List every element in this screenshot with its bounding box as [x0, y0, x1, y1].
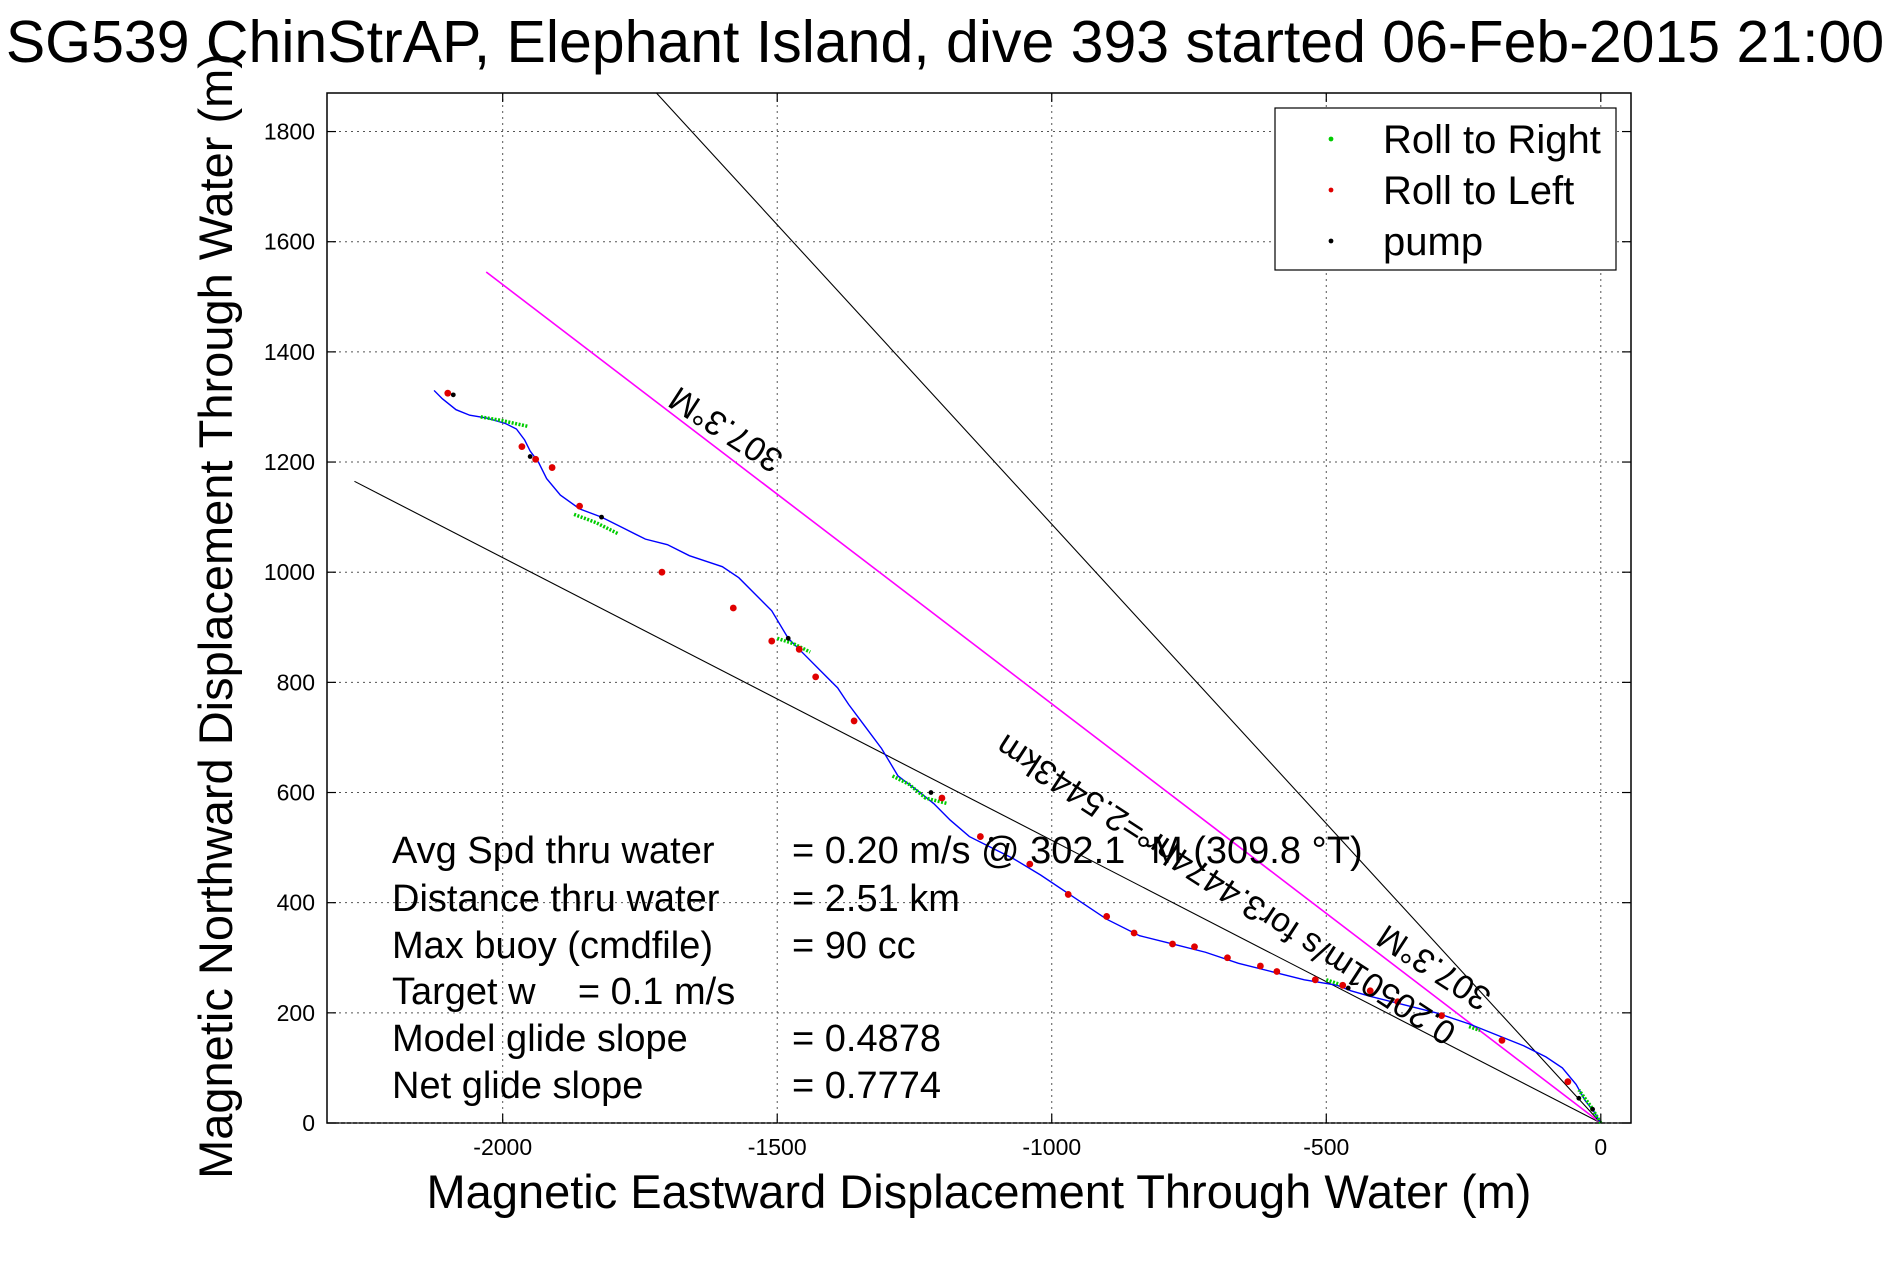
pump-point — [928, 790, 934, 795]
y-tick-label: 0 — [302, 1110, 315, 1136]
roll-left-point — [1339, 981, 1347, 989]
roll-left-point — [1438, 1012, 1445, 1019]
roll-left-point — [1064, 891, 1072, 898]
roll-left-point — [795, 645, 803, 653]
roll-left-point — [1394, 998, 1402, 1006]
guide-line-1 — [485, 271, 1602, 1123]
roll-left-point — [729, 604, 737, 612]
stat-label-max-buoy: Max buoy (cmdfile) — [392, 925, 713, 967]
axis-ticks: -2000 -1500 -1000 -500 0 0 200 400 600 800 1000 120… — [264, 93, 1631, 1160]
legend-marker-roll-right — [1328, 136, 1334, 142]
y-tick-label: 600 — [277, 780, 315, 806]
roll-left-point — [1273, 968, 1281, 975]
roll-right-segment — [891, 774, 948, 806]
pump-point — [988, 836, 994, 842]
stat-value-net-glide: = 0.7774 — [792, 1065, 941, 1107]
roll-right-segment — [1468, 1024, 1481, 1033]
track-line — [433, 389, 1602, 1124]
y-tick-label: 1800 — [264, 119, 315, 145]
roll-left-point — [1311, 976, 1319, 984]
legend-label-roll-right: Roll to Right — [1383, 118, 1601, 162]
chart-title: SG539 ChinStrAP, Elephant Island, dive 3… — [6, 9, 1884, 75]
legend-marker-pump — [1328, 238, 1334, 244]
roll-left-point — [1191, 943, 1198, 951]
stat-value-max-buoy: = 90 cc — [792, 925, 916, 967]
pump-point — [785, 635, 791, 641]
x-tick-label: -500 — [1303, 1134, 1349, 1160]
roll-right-segment — [573, 512, 619, 536]
x-tick-label: 0 — [1594, 1134, 1607, 1160]
roll-left-point — [812, 673, 820, 681]
roll-left-point — [1256, 962, 1264, 970]
stat-label-target-w: Target w = 0.1 m/s — [392, 971, 735, 1013]
roll-left-point — [1366, 987, 1374, 995]
stat-value-avg-speed: = 0.20 m/s @ 302.1 °M (309.8 °T) — [792, 830, 1363, 872]
y-tick-label: 1200 — [264, 449, 315, 475]
legend-label-roll-left: Roll to Left — [1383, 169, 1574, 213]
legend: Roll to Right Roll to Left pump — [1274, 107, 1617, 271]
pump-point — [1590, 1106, 1595, 1112]
y-axis-label: Magnetic Northward Displacement Through … — [189, 53, 242, 1179]
dive-track — [433, 389, 1602, 1124]
roll-left-point — [1169, 940, 1176, 948]
roll-right-segment — [776, 636, 811, 654]
roll-left-point — [850, 717, 858, 725]
y-tick-label: 1600 — [264, 229, 315, 255]
roll-left-point — [938, 794, 946, 802]
pump-point — [1345, 985, 1351, 991]
y-tick-label: 1400 — [264, 339, 315, 365]
event-markers — [444, 389, 1603, 1124]
stat-label-net-glide: Net glide slope — [392, 1065, 643, 1107]
roll-left-point — [548, 464, 556, 471]
stat-label-model-glide: Model glide slope — [392, 1018, 688, 1060]
roll-right-segment — [480, 415, 528, 428]
roll-left-point — [1498, 1036, 1506, 1044]
roll-left-point — [976, 833, 984, 840]
x-axis-label: Magnetic Eastward Displacement Through W… — [427, 1165, 1532, 1218]
pump-point — [450, 392, 456, 398]
stat-label-distance: Distance thru water — [392, 878, 720, 920]
y-tick-label: 800 — [277, 669, 315, 695]
roll-left-point — [1564, 1078, 1572, 1086]
y-tick-label: 400 — [277, 890, 315, 916]
roll-left-point — [576, 502, 583, 510]
stats-annotation: Avg Spd thru water = 0.20 m/s @ 302.1 °M… — [392, 830, 1363, 1107]
grid-lines — [327, 93, 1631, 1124]
pump-point — [527, 454, 533, 459]
stat-label-avg-speed: Avg Spd thru water — [392, 830, 715, 872]
guide-lines — [354, 93, 1602, 1123]
roll-left-point — [1103, 913, 1111, 920]
x-tick-label: -2000 — [473, 1134, 532, 1160]
roll-left-point — [1130, 929, 1138, 937]
roll-left-point — [768, 637, 776, 645]
pump-point — [1576, 1095, 1582, 1101]
roll-left-point — [444, 389, 452, 397]
stat-value-model-glide: = 0.4878 — [792, 1018, 941, 1060]
roll-left-point — [1224, 954, 1231, 962]
stat-value-distance: = 2.51 km — [792, 878, 960, 920]
roll-left-point — [1026, 860, 1034, 868]
x-tick-label: -1500 — [748, 1134, 807, 1160]
roll-left-point — [518, 443, 526, 451]
roll-left-point — [658, 568, 666, 576]
roll-left-point — [532, 455, 540, 463]
y-tick-label: 200 — [277, 1000, 315, 1026]
x-tick-label: -1000 — [1022, 1134, 1081, 1160]
legend-marker-roll-left — [1328, 187, 1334, 193]
pump-point — [599, 514, 604, 520]
legend-label-pump: pump — [1383, 220, 1483, 264]
guide-line-2 — [656, 93, 1602, 1123]
y-tick-label: 1000 — [264, 559, 315, 585]
roll-right-segment — [1577, 1088, 1603, 1124]
guide-line-0 — [354, 480, 1602, 1123]
